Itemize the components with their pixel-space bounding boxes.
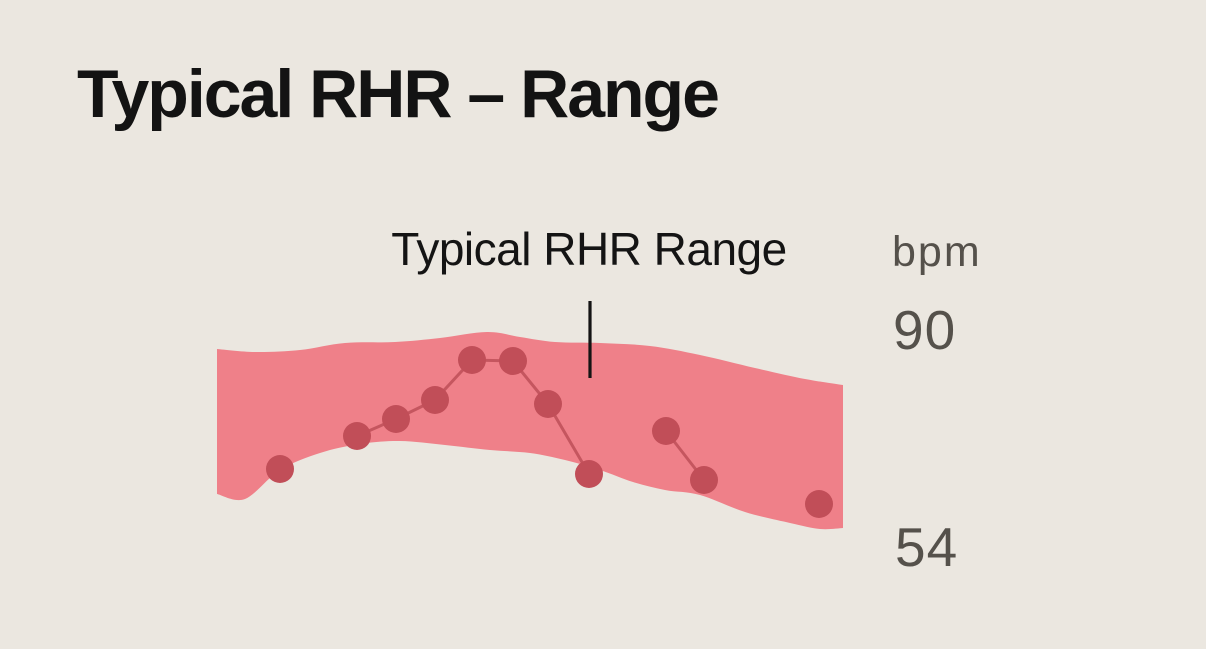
y-axis-max-label: 90 [893, 299, 957, 361]
data-point-dot [805, 490, 833, 518]
page-title: Typical RHR – Range [77, 56, 720, 132]
data-point-dot [458, 346, 486, 374]
data-point-dot [575, 460, 603, 488]
data-point-dot [499, 347, 527, 375]
data-point-dot [652, 417, 680, 445]
data-point-dot [266, 455, 294, 483]
data-point-dot [421, 386, 449, 414]
y-axis-unit-label: bpm [892, 228, 982, 276]
chart-annotation-label: Typical RHR Range [391, 223, 787, 275]
y-axis-min-label: 54 [895, 516, 959, 578]
data-point-dot [382, 405, 410, 433]
band-area [217, 331, 843, 530]
data-point-dot [690, 466, 718, 494]
data-point-dot [534, 390, 562, 418]
data-point-dot [343, 422, 371, 450]
